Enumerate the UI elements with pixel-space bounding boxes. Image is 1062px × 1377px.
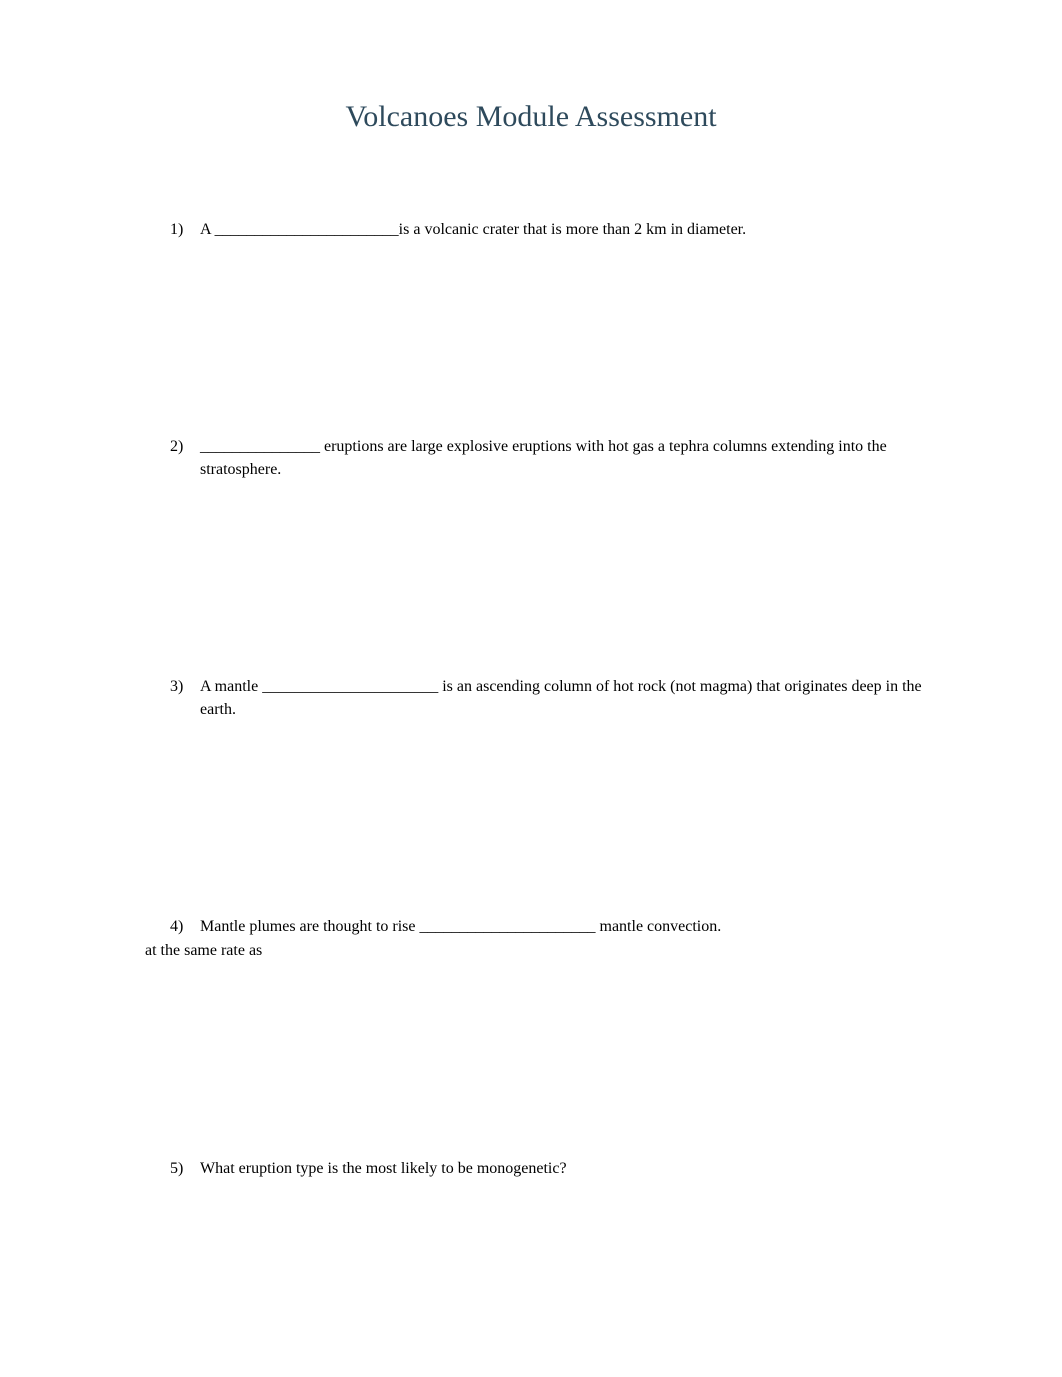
question-text: Mantle plumes are thought to rise ______… — [200, 916, 932, 938]
question-4-wrapper: 4) Mantle plumes are thought to rise ___… — [170, 916, 932, 963]
question-list: 1) A _______________________is a volcani… — [130, 219, 932, 1180]
question-text: _______________ eruptions are large expl… — [200, 436, 932, 481]
question-text: What eruption type is the most likely to… — [200, 1158, 932, 1180]
question-2: 2) _______________ eruptions are large e… — [170, 436, 932, 481]
question-number: 3) — [170, 676, 200, 721]
question-1: 1) A _______________________is a volcani… — [170, 219, 932, 241]
question-4-answer: at the same rate as — [145, 940, 932, 962]
question-3: 3) A mantle ______________________ is an… — [170, 676, 932, 721]
question-text: A _______________________is a volcanic c… — [200, 219, 932, 241]
question-number: 5) — [170, 1158, 200, 1180]
question-number: 1) — [170, 219, 200, 241]
page-title: Volcanoes Module Assessment — [130, 100, 932, 134]
question-4: 4) Mantle plumes are thought to rise ___… — [170, 916, 932, 938]
question-5: 5) What eruption type is the most likely… — [170, 1158, 932, 1180]
question-text: A mantle ______________________ is an as… — [200, 676, 932, 721]
question-number: 4) — [170, 916, 200, 938]
question-number: 2) — [170, 436, 200, 481]
